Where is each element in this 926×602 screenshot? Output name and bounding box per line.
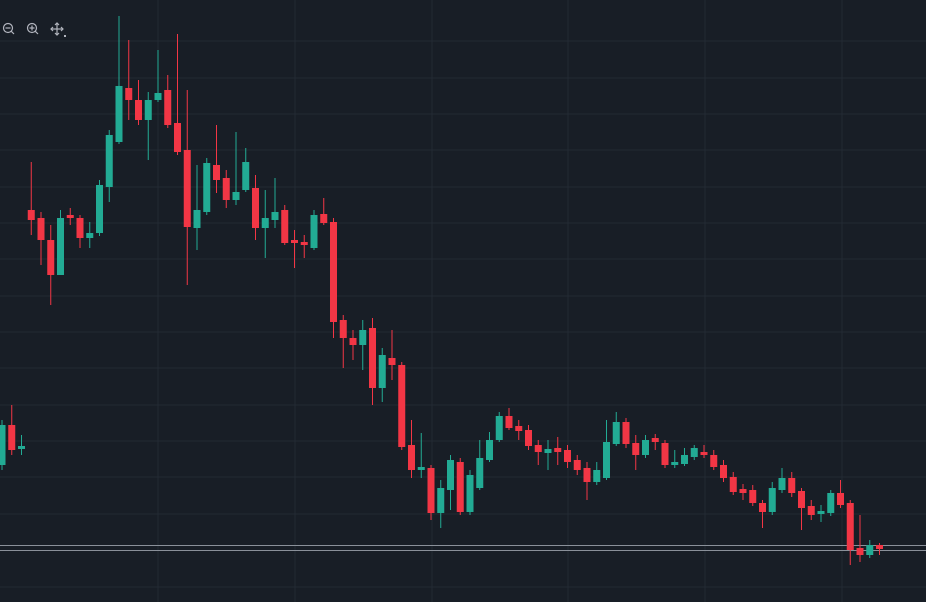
candle-body bbox=[378, 355, 386, 388]
candle-body bbox=[349, 338, 357, 345]
candle-body bbox=[37, 218, 45, 240]
candle-body bbox=[57, 218, 64, 275]
candle-body bbox=[690, 448, 698, 457]
candle-body bbox=[661, 443, 669, 465]
candle-body bbox=[105, 135, 113, 187]
candle-body bbox=[632, 443, 640, 455]
candle-body bbox=[300, 242, 308, 245]
candle-body bbox=[252, 188, 259, 228]
candle-body bbox=[603, 442, 610, 478]
candle-body bbox=[642, 440, 649, 455]
candle-body bbox=[359, 330, 367, 345]
candle-body bbox=[291, 240, 298, 243]
candle-body bbox=[837, 493, 844, 505]
candle-body bbox=[583, 468, 591, 482]
candle-body bbox=[320, 214, 328, 223]
candle-body bbox=[466, 475, 474, 512]
candle-body bbox=[681, 455, 688, 464]
candle-body bbox=[456, 462, 464, 512]
candle-body bbox=[203, 163, 211, 212]
candle-body bbox=[778, 478, 786, 490]
candle-body bbox=[115, 86, 123, 142]
candle-body bbox=[408, 445, 415, 470]
candle-body bbox=[135, 100, 142, 120]
candle-body bbox=[232, 192, 240, 200]
candle-body bbox=[447, 460, 454, 490]
candle-body bbox=[564, 450, 571, 462]
candle-body bbox=[788, 478, 796, 493]
candle-body bbox=[573, 460, 581, 470]
candle-body bbox=[807, 506, 815, 515]
candle-body bbox=[554, 448, 562, 452]
candle-body bbox=[339, 320, 347, 338]
candle-body bbox=[720, 465, 727, 478]
candle-body bbox=[651, 438, 659, 442]
candle-body bbox=[700, 452, 708, 455]
candle-body bbox=[144, 100, 152, 120]
candle-body bbox=[193, 210, 201, 228]
candle-body bbox=[437, 488, 445, 513]
candle-body bbox=[505, 416, 513, 428]
candle-body bbox=[164, 90, 172, 125]
candle-body bbox=[495, 416, 503, 440]
candle-body bbox=[817, 511, 825, 514]
candle-body bbox=[66, 215, 74, 218]
candle-body bbox=[8, 425, 16, 450]
candle-body bbox=[369, 328, 376, 388]
candle-body bbox=[856, 548, 864, 555]
candle-body bbox=[86, 233, 94, 238]
candle-body bbox=[876, 545, 883, 549]
candle-body bbox=[174, 123, 181, 152]
candle-body bbox=[154, 93, 162, 100]
candle-body bbox=[183, 150, 191, 227]
candle-body bbox=[476, 458, 484, 488]
candle-body bbox=[222, 178, 230, 200]
candle-body bbox=[427, 468, 435, 513]
candle-body bbox=[749, 490, 757, 503]
candle-body bbox=[768, 488, 776, 512]
candle-body bbox=[710, 455, 718, 467]
candle-body bbox=[729, 477, 737, 492]
candle-body bbox=[18, 446, 25, 449]
candle-body bbox=[759, 503, 766, 512]
candle-body bbox=[310, 215, 318, 248]
candle-body bbox=[125, 88, 133, 100]
pan-button[interactable] bbox=[50, 22, 66, 37]
candle-body bbox=[0, 425, 6, 465]
candle-body bbox=[593, 470, 601, 482]
candle-body bbox=[866, 545, 874, 555]
candle-body bbox=[388, 358, 396, 365]
candle-body bbox=[76, 218, 84, 238]
candle-body bbox=[515, 426, 523, 431]
candle-body bbox=[417, 467, 425, 470]
candle-body bbox=[798, 491, 805, 508]
candle-body bbox=[544, 449, 552, 453]
candle-body bbox=[622, 422, 630, 444]
candle-body bbox=[525, 430, 532, 446]
candle-body bbox=[96, 185, 103, 233]
zoom-in-button[interactable] bbox=[26, 22, 39, 35]
candles bbox=[0, 16, 883, 565]
candle-body bbox=[47, 240, 55, 275]
candle-body bbox=[330, 222, 337, 322]
candle-body bbox=[271, 212, 279, 220]
zoom-out-button[interactable] bbox=[2, 22, 15, 35]
candle-body bbox=[671, 462, 679, 465]
candle-body bbox=[846, 503, 854, 550]
candle-body bbox=[213, 165, 220, 180]
candle-body bbox=[398, 365, 406, 447]
candle-body bbox=[242, 162, 250, 190]
candle-body bbox=[612, 422, 620, 444]
candle-body bbox=[261, 218, 269, 228]
candle-body bbox=[534, 445, 542, 452]
candle-body bbox=[27, 210, 35, 220]
candle-body bbox=[739, 489, 747, 493]
candle-body bbox=[281, 210, 289, 243]
candle-body bbox=[486, 440, 493, 460]
toolbar bbox=[2, 22, 66, 37]
candle-body bbox=[827, 493, 835, 513]
